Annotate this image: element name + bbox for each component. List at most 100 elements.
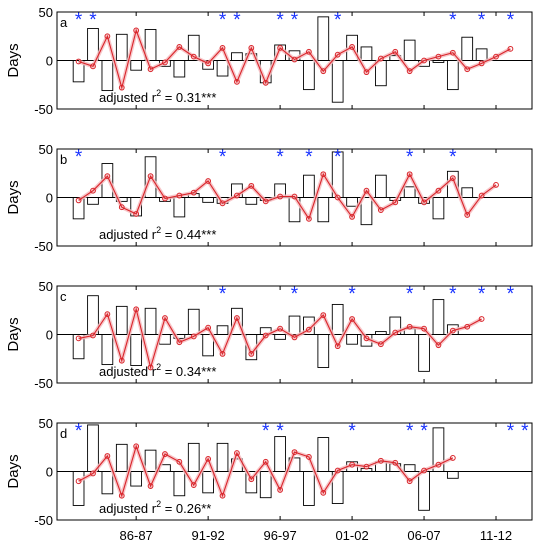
series-point <box>334 343 341 350</box>
stat-text: adjusted r <box>99 90 157 105</box>
series-point <box>320 171 327 178</box>
series-point <box>277 44 284 51</box>
series-point <box>478 316 485 322</box>
y-tick-label: 0 <box>46 328 53 343</box>
series-point <box>162 451 168 457</box>
series-point <box>104 173 111 180</box>
series-point <box>507 45 514 52</box>
series-point <box>363 335 370 342</box>
series-point <box>118 204 125 211</box>
series-point <box>104 311 111 318</box>
significance-star: * <box>291 10 299 31</box>
bar <box>101 334 114 366</box>
significance-star: * <box>449 284 457 305</box>
bar <box>245 197 258 205</box>
bar <box>202 197 214 203</box>
bar <box>101 60 114 92</box>
bar <box>202 471 214 494</box>
series-point <box>133 27 140 34</box>
series-point <box>421 467 427 474</box>
series-point <box>363 69 370 76</box>
series-point <box>406 323 413 330</box>
panel-b: -50 0 50 Days * * * * * * * b adjusted r2 = 0.44*** <box>5 142 533 254</box>
bar <box>130 334 143 366</box>
series-point <box>133 211 140 217</box>
stat-exponent: 2 <box>156 362 161 372</box>
series-point <box>90 63 96 70</box>
series-point <box>205 455 212 462</box>
bar <box>360 46 373 61</box>
x-tick-label: 06-07 <box>407 528 440 543</box>
series-point <box>291 449 298 456</box>
significance-star: * <box>75 10 83 31</box>
bar <box>173 60 186 78</box>
panel-label: d <box>60 426 67 441</box>
series-point <box>277 487 284 493</box>
series-point <box>334 51 341 58</box>
stat-text: adjusted r <box>99 501 157 516</box>
bar <box>173 471 186 497</box>
series-point <box>75 58 82 65</box>
stat-text: adjusted r <box>99 227 157 242</box>
y-axis-label: Days <box>5 317 22 351</box>
bar <box>331 60 344 103</box>
series-point <box>349 316 355 322</box>
series-point <box>406 478 413 485</box>
significance-star: * <box>449 147 457 168</box>
series-point <box>493 53 499 60</box>
bar <box>346 197 358 207</box>
bar <box>432 299 445 335</box>
stat-exponent: 2 <box>156 225 161 235</box>
series-point <box>176 339 183 346</box>
series-point <box>377 55 384 62</box>
series-point <box>147 483 154 489</box>
series-point <box>262 458 269 465</box>
series-point <box>435 187 442 194</box>
bar <box>87 197 99 205</box>
series-point <box>219 492 226 499</box>
series-point <box>219 351 226 357</box>
bar <box>475 48 488 61</box>
series-point <box>464 212 471 218</box>
bar <box>288 315 301 335</box>
panel-a: -50 0 50 Days * * * * * * * * * * a adjusted r2 = 0.31*… <box>5 5 533 117</box>
y-tick-label: -50 <box>34 102 53 117</box>
series-line <box>78 307 482 370</box>
series-point <box>234 315 240 321</box>
bar <box>303 471 315 506</box>
series-point <box>291 193 298 200</box>
series-point <box>392 48 399 55</box>
bar <box>144 449 157 472</box>
bar <box>317 16 330 61</box>
significance-star: * <box>75 421 83 442</box>
x-tick-label: 96-97 <box>263 528 296 543</box>
series-line <box>78 172 497 221</box>
stat-value: = 0.34*** <box>161 364 216 379</box>
series-point <box>262 198 269 205</box>
bar <box>461 36 474 61</box>
significance-star: * <box>406 147 414 168</box>
series-point <box>176 458 183 465</box>
series-point <box>377 207 384 214</box>
series-point <box>162 59 168 66</box>
significance-star: * <box>406 284 414 305</box>
significance-star: * <box>507 10 515 31</box>
series-point <box>118 357 125 364</box>
series-point <box>349 461 355 468</box>
significance-star: * <box>406 421 414 442</box>
significance-star: * <box>334 147 342 168</box>
x-tick-label: 11-12 <box>480 528 512 543</box>
series-point <box>478 192 485 199</box>
series-point <box>493 181 499 188</box>
series-point <box>234 192 240 199</box>
series-point <box>305 48 312 55</box>
panel-statistic: adjusted r2 = 0.31*** <box>99 88 216 105</box>
bar <box>130 471 143 487</box>
stat-value: = 0.31*** <box>161 90 216 105</box>
series-point <box>305 215 312 222</box>
series-point <box>190 333 197 340</box>
y-axis-label: Days <box>5 180 22 214</box>
bar <box>418 334 430 372</box>
series-point <box>176 192 183 199</box>
